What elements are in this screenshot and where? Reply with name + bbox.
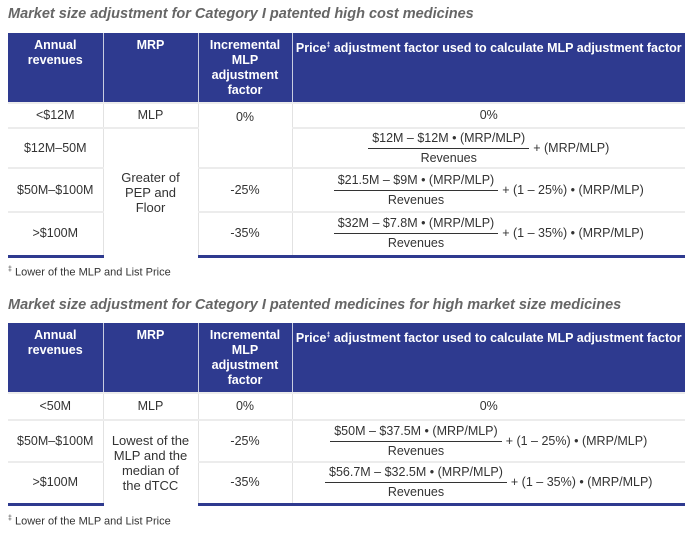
formula-numerator: $21.5M – $9M • (MRP/MLP)	[333, 173, 499, 191]
incremental-cell: -25%	[197, 419, 292, 462]
factor-formula: $50M – $37.5M • (MRP/MLP) Revenues + (1 – …	[291, 419, 685, 462]
incremental-cell: 0%	[197, 102, 292, 168]
header-incremental: Incremental MLP adjustment factor	[197, 33, 292, 103]
header-price-word: Price	[295, 331, 327, 346]
header-annual-revenues: Annual revenues	[8, 323, 103, 393]
revenue-cell: >$100M	[8, 211, 103, 258]
formula-numerator: $56.7M – $32.5M • (MRP/MLP)	[325, 465, 507, 484]
formula-term: + (1 – 25%) • (MRP/MLP)	[502, 182, 644, 197]
footnote-mark: ‡	[8, 266, 12, 273]
formula-term: + (1 – 35%) • (MRP/MLP)	[502, 226, 644, 241]
incremental-cell: 0%	[197, 392, 292, 420]
mrp-cell: Greater of PEP and Floor	[102, 127, 198, 256]
footnote-mark: ‡	[326, 332, 331, 339]
table-row: >$100M -35% $56.7M – $32.5M • (MRP/MLP) R…	[8, 461, 685, 506]
header-price-factor: Price‡ adjustment factor used to calcula…	[291, 33, 685, 103]
header-annual-revenues: Annual revenues	[8, 33, 103, 103]
revenue-cell: <$12M	[8, 102, 103, 128]
revenue-cell: $50M–$100M	[8, 419, 103, 462]
formula-denominator: Revenues	[387, 443, 445, 458]
table-row: <50M MLP 0% 0%	[8, 392, 685, 420]
factor-formula: $32M – $7.8M • (MRP/MLP) Revenues + (1 – 3…	[291, 211, 685, 258]
formula-term: + (1 – 25%) • (MRP/MLP)	[505, 433, 648, 448]
footnote-text: Lower of the MLP and List Price	[14, 266, 171, 279]
header-mrp: MRP	[102, 323, 198, 393]
footnote-mark: ‡	[326, 42, 331, 49]
formula-numerator: $12M – $12M • (MRP/MLP)	[368, 131, 530, 149]
header-mrp: MRP	[102, 33, 198, 103]
factor-formula: $21.5M – $9M • (MRP/MLP) Revenues + (1 – 2…	[291, 167, 685, 212]
formula-numerator: $50M – $37.5M • (MRP/MLP)	[330, 424, 502, 442]
factor-formula: $56.7M – $32.5M • (MRP/MLP) Revenues + (1 …	[291, 461, 685, 506]
factor-cell: 0%	[291, 392, 685, 420]
table1-footnote: ‡ Lower of the MLP and List Price	[8, 266, 171, 279]
table-row: $50M–$100M Lowest of the MLP and the med…	[8, 419, 685, 504]
formula-term: + (MRP/MLP)	[533, 140, 610, 155]
footnote-text: Lower of the MLP and List Price	[14, 515, 171, 528]
table1-header-row: Annual revenues MRP Incremental MLP adju…	[8, 33, 685, 103]
header-price-word: Price	[295, 41, 327, 56]
factor-cell: 0%	[291, 102, 685, 128]
table2-footnote: ‡ Lower of the MLP and List Price	[8, 515, 171, 528]
formula-denominator: Revenues	[387, 236, 445, 251]
table-row: $50M–$100M -25% $21.5M – $9M • (MRP/MLP)…	[8, 167, 685, 212]
table2-header-row: Annual revenues MRP Incremental MLP adju…	[8, 323, 685, 393]
table1-title: Market size adjustment for Category I pa…	[8, 6, 474, 22]
header-price-rest: adjustment factor used to calculate MLP …	[333, 41, 682, 56]
header-price-rest: adjustment factor used to calculate MLP …	[333, 331, 682, 346]
table2-title: Market size adjustment for Category I pa…	[8, 297, 622, 313]
table-row: <$12M MLP 0% 0%	[8, 102, 685, 168]
incremental-cell: -25%	[197, 167, 292, 212]
footnote-mark: ‡	[8, 515, 12, 522]
header-incremental: Incremental MLP adjustment factor	[197, 323, 292, 393]
mrp-cell: MLP	[102, 392, 198, 420]
revenue-cell: $12M–50M	[8, 127, 103, 168]
revenue-cell: <50M	[8, 392, 103, 420]
header-price-factor: Price‡ adjustment factor used to calcula…	[291, 323, 685, 393]
incremental-cell: -35%	[197, 211, 292, 258]
revenue-cell: $50M–$100M	[8, 167, 103, 212]
mrp-cell: Lowest of the MLP and the median of the …	[102, 419, 198, 504]
factor-formula: $12M – $12M • (MRP/MLP) Revenues + (MRP/ML…	[291, 127, 685, 168]
formula-denominator: Revenues	[387, 192, 445, 207]
formula-numerator: $32M – $7.8M • (MRP/MLP)	[333, 216, 499, 235]
table-row: >$100M -35% $32M – $7.8M • (MRP/MLP) Reve…	[8, 211, 685, 258]
mrp-cell: MLP	[102, 102, 198, 128]
formula-denominator: Revenues	[387, 485, 445, 500]
table-row: $12M–50M Greater of PEP and Floor $12M –…	[8, 127, 685, 256]
formula-term: + (1 – 35%) • (MRP/MLP)	[510, 475, 653, 490]
table1: Annual revenues MRP Incremental MLP adju…	[8, 33, 685, 258]
table2: Annual revenues MRP Incremental MLP adju…	[8, 323, 685, 506]
revenue-cell: >$100M	[8, 461, 103, 506]
incremental-cell: -35%	[197, 461, 292, 506]
formula-denominator: Revenues	[420, 150, 477, 165]
